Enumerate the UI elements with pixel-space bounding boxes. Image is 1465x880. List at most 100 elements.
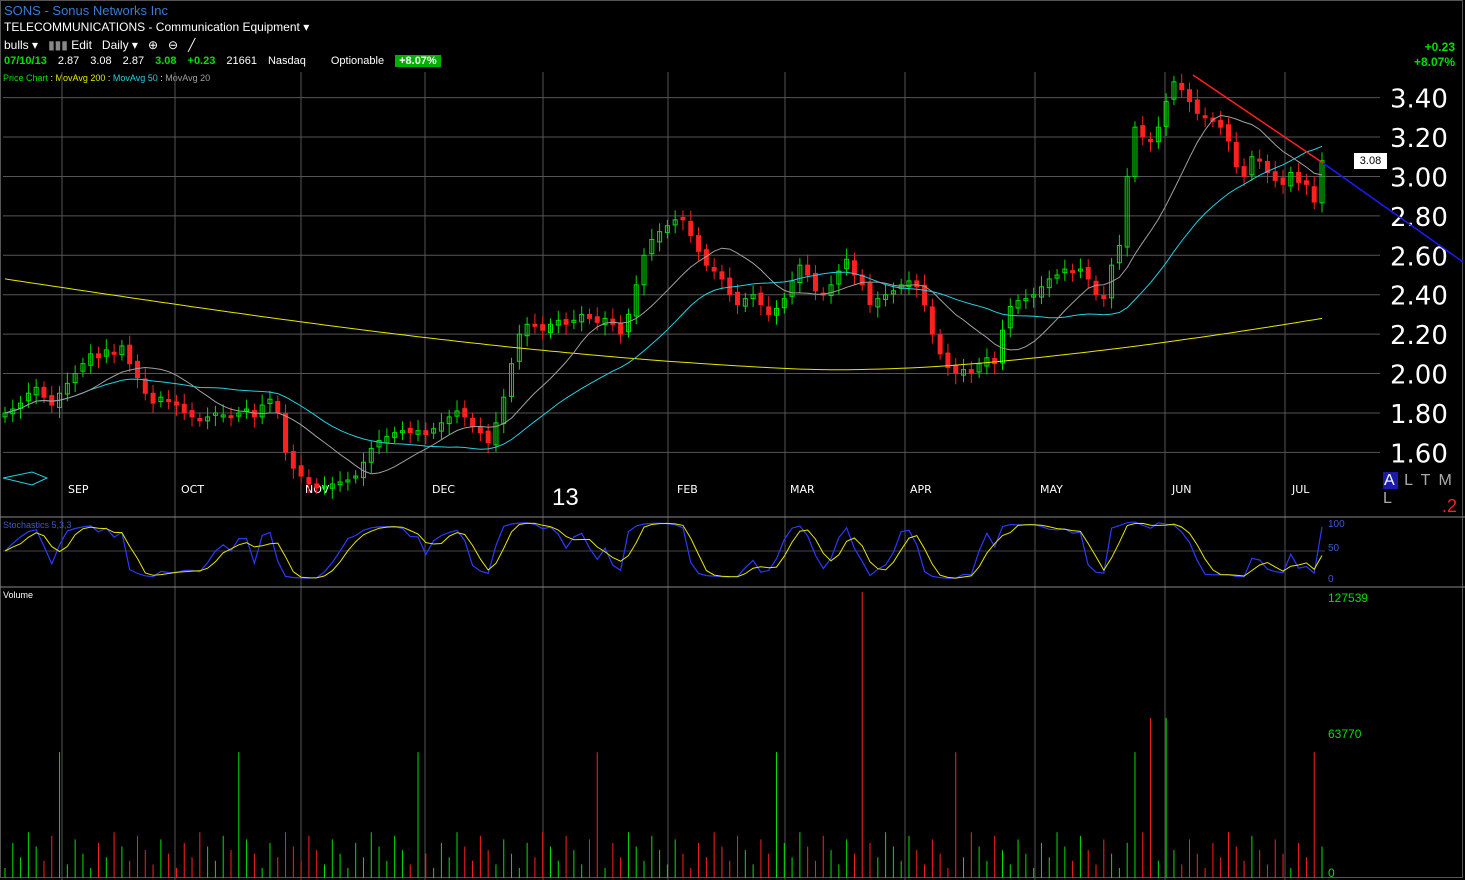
candle-down (1085, 267, 1091, 280)
scale-mode-selector[interactable]: A L T M L (1383, 472, 1465, 508)
candle-down (1233, 142, 1239, 168)
candle-up (1155, 126, 1161, 143)
candle-down (563, 319, 569, 325)
candle-down (197, 417, 203, 422)
candle-down (812, 272, 818, 292)
symbol-title[interactable]: SONS - Sonus Networks Inc (4, 3, 168, 18)
candle-down (314, 483, 320, 489)
ma20-line (4, 114, 1323, 475)
candle-down (805, 264, 811, 276)
candle-up (1171, 81, 1177, 100)
candle-down (914, 280, 920, 288)
candle-down (766, 306, 772, 315)
candle-up (781, 298, 787, 309)
candle-down (1148, 138, 1154, 142)
candle-down (1264, 160, 1270, 174)
candle-down (1070, 270, 1076, 274)
price-tick-label: 2.60 (1390, 242, 1448, 272)
candle-up (1124, 175, 1130, 248)
scale-mode-selected[interactable]: A (1383, 472, 1398, 489)
month-label: JUN (1171, 483, 1192, 496)
candle-up (602, 317, 608, 326)
candle-down (610, 318, 616, 325)
legend-ma50[interactable]: MovAvg 50 (112, 73, 158, 83)
price-tick-label: 1.80 (1390, 400, 1448, 430)
candle-up (625, 313, 631, 333)
candle-up (392, 432, 398, 438)
price-tick-label: 2.40 (1390, 282, 1448, 312)
quote-row: 07/10/13 2.87 3.08 2.87 3.08 +0.23 21661… (4, 55, 441, 67)
candle-down (251, 410, 257, 418)
month-label: DEC (432, 483, 455, 496)
candle-up (1288, 172, 1294, 187)
candle-up (220, 414, 226, 418)
right-change-value: +0.23 (1424, 40, 1455, 54)
edit-button[interactable]: ▮▮▮ Edit (48, 38, 92, 52)
candle-up (1031, 294, 1037, 298)
price-tick-label: 3.00 (1390, 163, 1448, 193)
candle-up (1054, 274, 1060, 279)
candle-up (984, 357, 990, 367)
candle-down (727, 277, 733, 296)
edit-label: Edit (71, 38, 92, 52)
candle-up (353, 475, 359, 479)
candle-up (649, 239, 655, 255)
candle-up (906, 280, 912, 287)
candle-up (88, 353, 94, 366)
candle-down (134, 360, 140, 378)
candle-down (275, 401, 281, 414)
quote-volume: 21661 (226, 55, 257, 67)
period-label: Daily (101, 38, 129, 52)
candle-up (1077, 268, 1083, 272)
candle-up (524, 323, 530, 337)
list-selector[interactable]: bulls ▾ (4, 38, 38, 52)
chevron-down-icon[interactable]: ▾ (303, 20, 310, 34)
legend-price: Price Chart (3, 73, 49, 83)
candle-up (446, 416, 452, 425)
right-change-box: +0.23 +8.07% (1414, 40, 1455, 70)
stochastics-label: Stochastics 5,3,3 (3, 520, 72, 530)
candle-down (1241, 166, 1247, 177)
quote-close: 3.08 (155, 55, 177, 67)
toolbar: bulls ▾ ▮▮▮ Edit Daily ▾ ⊕ ⊖ ╱ (4, 38, 195, 52)
zoom-out-icon[interactable]: ⊖ (168, 38, 179, 52)
candle-down (1311, 186, 1317, 203)
draw-tool-icon[interactable]: ╱ (188, 38, 196, 52)
candle-up (1007, 306, 1013, 329)
candle-down (173, 401, 179, 406)
scale-mode-others[interactable]: L T M L (1383, 472, 1454, 507)
candle-up (836, 270, 842, 285)
period-selector[interactable]: Daily ▾ (102, 38, 138, 52)
candle-up (999, 329, 1005, 364)
scroll-marker-icon (2, 471, 49, 486)
candle-down (532, 323, 538, 327)
candle-down (992, 358, 998, 365)
legend-ma20[interactable]: MovAvg 20 (165, 73, 211, 83)
month-label: JUL (1291, 483, 1310, 496)
candle-up (438, 422, 444, 432)
year-label: 13 (552, 484, 579, 511)
candle-up (337, 481, 343, 486)
candle-up (431, 428, 437, 434)
candle-up (1062, 268, 1068, 274)
right-change-pct: +8.07% (1413, 55, 1455, 69)
candle-up (883, 294, 889, 300)
volume-axis-mid: 63770 (1328, 727, 1362, 741)
zoom-in-icon[interactable]: ⊕ (147, 38, 159, 52)
candle-down (586, 313, 592, 319)
industry-label[interactable]: TELECOMMUNICATIONS - Communication Equip… (4, 20, 309, 34)
candle-down (937, 334, 943, 355)
month-label: MAY (1040, 483, 1063, 496)
candle-down (1303, 180, 1309, 185)
candle-up (1015, 300, 1021, 309)
quote-change: +0.23 (187, 55, 216, 67)
month-label: FEB (677, 483, 698, 496)
candle-down (1257, 158, 1263, 162)
candle-up (1109, 264, 1115, 299)
candle-down (1101, 294, 1107, 300)
candle-up (773, 308, 779, 316)
candle-down (1202, 115, 1208, 119)
legend-ma200[interactable]: MovAvg 200 (55, 73, 106, 83)
